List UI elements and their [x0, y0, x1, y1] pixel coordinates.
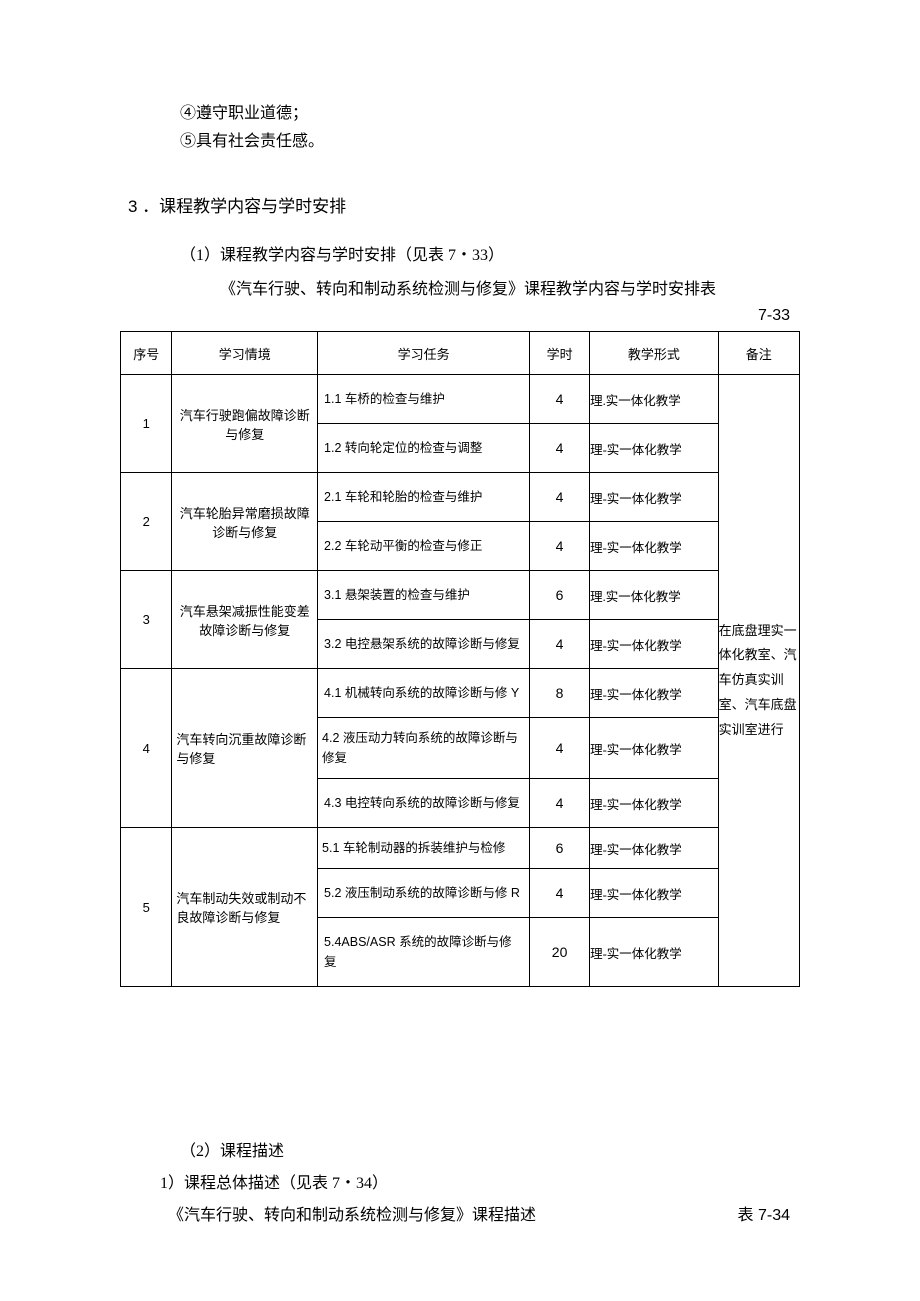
- desc-title: 《汽车行驶、转向和制动系统检测与修复》课程描述: [168, 1201, 536, 1225]
- col-context: 学习情境: [172, 332, 318, 375]
- sub2-heading: （2）课程描述: [120, 1137, 800, 1161]
- context-cell: 汽车制动失效或制动不良故障诊断与修复: [172, 828, 318, 987]
- form-cell: 理-实一体化教学: [590, 828, 719, 869]
- hours-cell: 8: [530, 669, 590, 718]
- table-row: 2 汽车轮胎异常磨损故障诊断与修复 2.1 车轮和轮胎的检查与维护 4 理-实一…: [121, 473, 800, 522]
- form-cell: 理.实一体化教学: [590, 375, 719, 424]
- schedule-table: 序号 学习情境 学习任务 学时 教学形式 备注 1 汽车行驶跑偏故障诊断与修复 …: [120, 331, 800, 987]
- task-cell: 4.1 机械转向系统的故障诊断与修 Y: [318, 669, 530, 718]
- ethics-line-5: ⑤具有社会责任感。: [120, 128, 800, 156]
- hours-cell: 20: [530, 918, 590, 987]
- table-row: 1 汽车行驶跑偏故障诊断与修复 1.1 车桥的检查与维护 4 理.实一体化教学 …: [121, 375, 800, 424]
- seq-cell: 1: [121, 375, 172, 473]
- seq-cell: 3: [121, 571, 172, 669]
- desc-row: 《汽车行驶、转向和制动系统检测与修复》课程描述 表 7-34: [120, 1201, 800, 1225]
- hours-cell: 4: [530, 424, 590, 473]
- hours-cell: 4: [530, 779, 590, 828]
- task-cell: 2.1 车轮和轮胎的检查与维护: [318, 473, 530, 522]
- task-cell: 1.2 转向轮定位的检查与调整: [318, 424, 530, 473]
- form-cell: 理-实一体化教学: [590, 620, 719, 669]
- col-seq: 序号: [121, 332, 172, 375]
- table-number: 7-33: [120, 307, 800, 325]
- col-note: 备注: [718, 332, 799, 375]
- hours-cell: 4: [530, 718, 590, 779]
- form-cell: 理-实一体化教学: [590, 424, 719, 473]
- hours-cell: 4: [530, 869, 590, 918]
- table-header-row: 序号 学习情境 学习任务 学时 教学形式 备注: [121, 332, 800, 375]
- desc-table-number: 表 7-34: [738, 1201, 790, 1225]
- context-cell: 汽车轮胎异常磨损故障诊断与修复: [172, 473, 318, 571]
- table-row: 4 汽车转向沉重故障诊断与修复 4.1 机械转向系统的故障诊断与修 Y 8 理-…: [121, 669, 800, 718]
- form-cell: 理-实一体化教学: [590, 779, 719, 828]
- table-title: 《汽车行驶、转向和制动系统检测与修复》课程教学内容与学时安排表: [120, 275, 800, 299]
- context-cell: 汽车转向沉重故障诊断与修复: [172, 669, 318, 828]
- section-3-heading: 3 ．课程教学内容与学时安排: [120, 192, 800, 217]
- task-cell: 2.2 车轮动平衡的检查与修正: [318, 522, 530, 571]
- table-row: 5 汽车制动失效或制动不良故障诊断与修复 5.1 车轮制动器的拆装维护与检修 6…: [121, 828, 800, 869]
- form-cell: 理-实一体化教学: [590, 718, 719, 779]
- seq-cell: 2: [121, 473, 172, 571]
- context-cell: 汽车悬架减振性能变差故障诊断与修复: [172, 571, 318, 669]
- seq-cell: 4: [121, 669, 172, 828]
- form-cell: 理-实一体化教学: [590, 473, 719, 522]
- sub3-heading: 1）课程总体描述（见表 7・34）: [120, 1169, 800, 1193]
- col-hours: 学时: [530, 332, 590, 375]
- hours-cell: 6: [530, 828, 590, 869]
- form-cell: 理-实一体化教学: [590, 918, 719, 987]
- document-page: ④遵守职业道德； ⑤具有社会责任感。 3 ．课程教学内容与学时安排 （1）课程教…: [0, 0, 920, 1293]
- footer-block: （2）课程描述 1）课程总体描述（见表 7・34） 《汽车行驶、转向和制动系统检…: [120, 1137, 800, 1225]
- note-cell: 在底盘理实一体化教室、汽车仿真实训室、汽车底盘实训室进行: [718, 375, 799, 987]
- form-cell: 理.实一体化教学: [590, 571, 719, 620]
- ethics-line-4: ④遵守职业道德；: [120, 100, 800, 128]
- hours-cell: 6: [530, 571, 590, 620]
- task-cell: 3.1 悬架装置的检查与维护: [318, 571, 530, 620]
- task-cell: 4.3 电控转向系统的故障诊断与修复: [318, 779, 530, 828]
- task-cell: 3.2 电控悬架系统的故障诊断与修复: [318, 620, 530, 669]
- col-task: 学习任务: [318, 332, 530, 375]
- spacer: [120, 987, 800, 1127]
- hours-cell: 4: [530, 522, 590, 571]
- context-cell: 汽车行驶跑偏故障诊断与修复: [172, 375, 318, 473]
- hours-cell: 4: [530, 375, 590, 424]
- form-cell: 理-实一体化教学: [590, 522, 719, 571]
- table-row: 3 汽车悬架减振性能变差故障诊断与修复 3.1 悬架装置的检查与维护 6 理.实…: [121, 571, 800, 620]
- task-cell: 5.4ABS/ASR 系统的故障诊断与修复: [318, 918, 530, 987]
- seq-cell: 5: [121, 828, 172, 987]
- hours-cell: 4: [530, 473, 590, 522]
- task-cell: 1.1 车桥的检查与维护: [318, 375, 530, 424]
- task-cell: 5.2 液压制动系统的故障诊断与修 R: [318, 869, 530, 918]
- form-cell: 理-实一体化教学: [590, 869, 719, 918]
- col-form: 教学形式: [590, 332, 719, 375]
- task-cell: 5.1 车轮制动器的拆装维护与检修: [318, 828, 530, 869]
- form-cell: 理-实一体化教学: [590, 669, 719, 718]
- hours-cell: 4: [530, 620, 590, 669]
- section-3-sub1: （1）课程教学内容与学时安排（见表 7・33）: [120, 241, 800, 265]
- task-cell: 4.2 液压动力转向系统的故障诊断与修复: [318, 718, 530, 779]
